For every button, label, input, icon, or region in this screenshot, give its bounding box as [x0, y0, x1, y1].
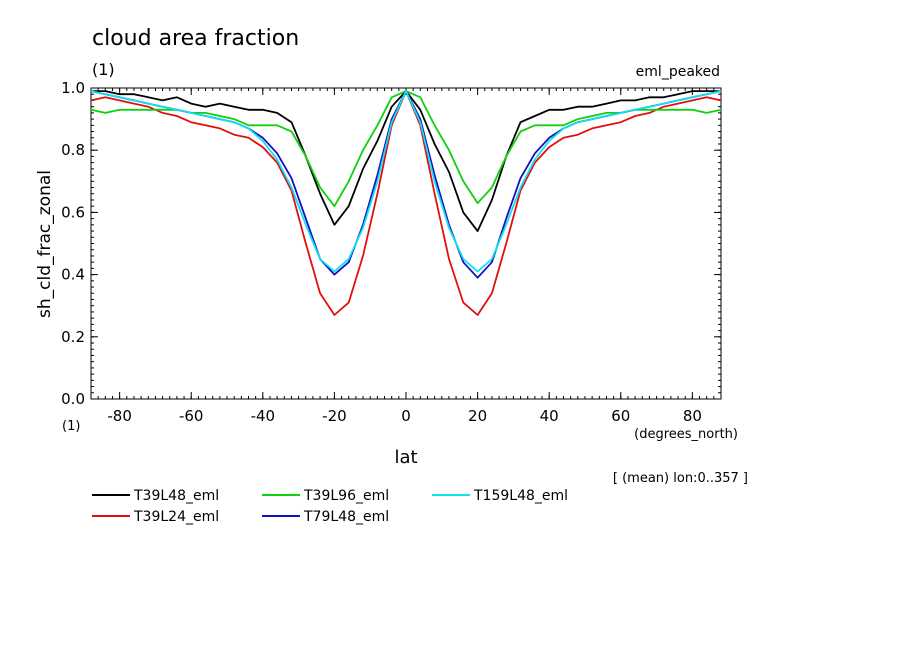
x-tick-label: 80 — [683, 407, 702, 425]
minor-ticks — [90, 87, 722, 400]
x-tick-label: -20 — [322, 407, 347, 425]
y-axis-label: sh_cld_frac_zonal — [35, 170, 55, 318]
legend-label: T39L48_eml — [133, 488, 219, 504]
x-tick-label: -40 — [251, 407, 276, 425]
x-axis-ticks: -80 -60 -40 -20 0 20 40 60 80 — [107, 88, 702, 425]
series-lines — [90, 90, 722, 316]
series-line-T159L48_eml — [90, 90, 722, 273]
x-tick-label: 40 — [540, 407, 559, 425]
plot-area: -80 -60 -40 -20 0 20 40 60 80 0.0 0.2 0.4 0.6 0.8 1.0 — [61, 79, 722, 425]
y-units: (1) — [62, 419, 80, 434]
plot-frame — [90, 87, 722, 400]
x-units: (degrees_north) — [634, 427, 738, 442]
x-tick-label: 20 — [468, 407, 487, 425]
y-tick-label: 0.6 — [61, 203, 85, 221]
x-tick-label: 60 — [611, 407, 630, 425]
x-axis-label: lat — [394, 447, 417, 468]
y-tick-label: 0.4 — [61, 266, 85, 284]
experiment-label: eml_peaked — [636, 64, 720, 80]
chart-title: cloud area fraction — [92, 26, 299, 51]
series-line-T39L24_eml — [90, 90, 722, 316]
y-tick-label: 0.8 — [61, 141, 85, 159]
legend-label: T39L24_eml — [133, 509, 219, 525]
y-tick-label: 0.2 — [61, 328, 85, 346]
averaging-note: [ (mean) lon:0..357 ] — [613, 471, 748, 486]
legend-label: T79L48_eml — [303, 509, 389, 525]
x-tick-label: -80 — [107, 407, 132, 425]
title-units: (1) — [92, 60, 115, 79]
series-line-T39L96_eml — [90, 90, 722, 208]
legend-label: T39L96_eml — [303, 488, 389, 504]
x-tick-label: -60 — [179, 407, 204, 425]
y-tick-label: 0.0 — [61, 390, 85, 408]
legend-label: T159L48_eml — [473, 488, 568, 504]
y-axis-ticks: 0.0 0.2 0.4 0.6 0.8 1.0 — [61, 79, 721, 408]
legend: T39L48_eml T39L24_eml T39L96_eml T79L48_eml… — [92, 488, 568, 525]
y-tick-label: 1.0 — [61, 79, 85, 97]
x-tick-label: 0 — [401, 407, 411, 425]
